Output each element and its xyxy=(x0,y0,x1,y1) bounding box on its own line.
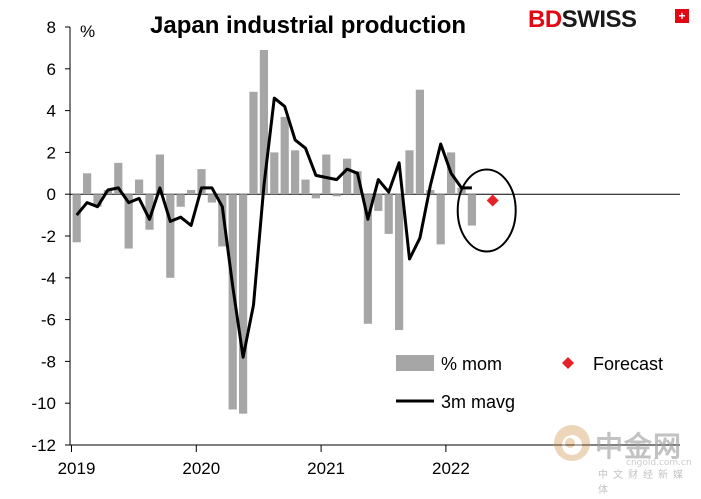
bar xyxy=(353,171,362,195)
bar xyxy=(374,194,383,211)
y-tick-label: 2 xyxy=(47,143,56,162)
line-series xyxy=(75,96,472,359)
bar xyxy=(83,173,92,195)
bar xyxy=(384,194,393,234)
forecast-series xyxy=(456,168,517,253)
bar xyxy=(218,194,227,247)
watermark-subtitle: 中文财经新媒体 xyxy=(598,470,688,496)
bar xyxy=(395,194,404,331)
legend-item: % mom xyxy=(396,354,502,374)
watermark-name: 中金网 xyxy=(595,430,683,463)
forecast-point xyxy=(486,194,499,207)
legend-label: % mom xyxy=(441,354,502,374)
bar xyxy=(291,150,300,195)
bar xyxy=(72,194,81,243)
legend-item: Forecast xyxy=(562,354,663,374)
brand-logo: BDSWISS xyxy=(528,6,637,34)
y-tick-label: 6 xyxy=(47,60,56,79)
bar xyxy=(114,162,123,195)
watermark-url: cngold.com.cn xyxy=(626,458,692,468)
y-tick-label: 0 xyxy=(47,185,56,204)
bar xyxy=(176,194,185,207)
legend-label: Forecast xyxy=(593,354,663,374)
brand-logo-part2: SWISS xyxy=(561,6,637,33)
x-tick-label: 2020 xyxy=(182,459,220,478)
bar xyxy=(405,150,414,195)
bar xyxy=(145,194,154,230)
y-tick-label: -8 xyxy=(41,352,56,371)
legend-swatch-marker xyxy=(562,357,574,369)
bar xyxy=(301,179,310,195)
x-tick-label: 2022 xyxy=(432,459,470,478)
legend-swatch-bar xyxy=(396,355,434,371)
bar xyxy=(187,190,196,195)
bar xyxy=(270,152,279,195)
watermark-logo-icon xyxy=(554,425,590,461)
legend-label: 3m mavg xyxy=(441,392,515,412)
legend-item: 3m mavg xyxy=(396,392,515,412)
bar xyxy=(207,194,216,203)
bar xyxy=(311,194,320,199)
chart-title: Japan industrial production xyxy=(150,12,467,39)
swiss-cross-icon: + xyxy=(675,9,689,23)
bar xyxy=(436,194,445,245)
bar xyxy=(239,194,248,414)
x-tick-label: 2021 xyxy=(307,459,345,478)
x-tick-label: 2019 xyxy=(58,459,96,478)
y-tick-label: -10 xyxy=(31,394,56,413)
bar xyxy=(259,49,268,195)
y-tick-label: -12 xyxy=(31,436,56,455)
bar xyxy=(166,194,175,278)
bar xyxy=(322,154,331,195)
y-tick-label: 8 xyxy=(47,18,56,37)
line-path xyxy=(75,96,472,359)
brand-logo-part1: BD xyxy=(528,6,562,33)
bar xyxy=(363,194,372,324)
bar xyxy=(249,91,258,195)
bar xyxy=(332,194,341,197)
bar xyxy=(93,194,102,207)
bar xyxy=(197,169,206,195)
bar xyxy=(415,89,424,195)
y-tick-label: -4 xyxy=(41,269,56,288)
forecast-circle-annotation xyxy=(456,168,517,253)
y-unit-label: % xyxy=(80,22,96,41)
y-tick-label: -6 xyxy=(41,311,56,330)
bar xyxy=(280,116,289,195)
bar xyxy=(467,194,476,226)
bar xyxy=(135,179,144,195)
bar xyxy=(124,194,133,249)
bar xyxy=(155,154,164,195)
bar xyxy=(228,194,237,410)
bar xyxy=(343,158,352,195)
y-tick-label: 4 xyxy=(47,102,56,121)
y-tick-label: -2 xyxy=(41,227,56,246)
legend: % mom Forecast 3m mavg xyxy=(396,354,663,412)
bar-series xyxy=(72,49,476,414)
